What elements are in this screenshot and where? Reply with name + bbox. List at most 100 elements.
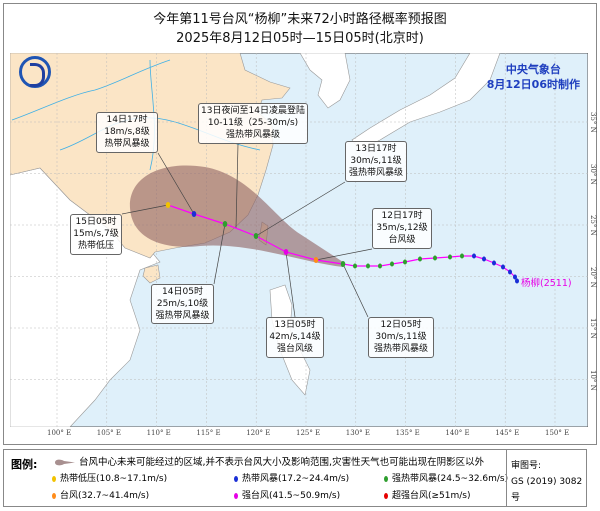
past-track-point bbox=[378, 263, 382, 269]
legend-dot-icon bbox=[234, 475, 238, 482]
agency-block: 中央气象台 8月12日06时制作 bbox=[487, 62, 580, 92]
past-track-point bbox=[513, 274, 517, 280]
forecast-level: 强台风级 bbox=[276, 344, 313, 354]
legend-dot-icon bbox=[52, 475, 56, 482]
forecast-level: 强热带风暴级 bbox=[155, 311, 210, 321]
past-track-point bbox=[418, 256, 422, 262]
forecast-wind: 35m/s,12级 bbox=[376, 223, 428, 233]
forecast-level: 热带风暴级 bbox=[104, 139, 150, 149]
cone-swatch-icon bbox=[55, 459, 75, 466]
review-label: 审图号: bbox=[511, 461, 542, 471]
legend: 图例: 台风中心未来可能经过的区域,并不表示台风大小及影响范围,灾害性天气也可能… bbox=[3, 449, 587, 507]
cma-logo bbox=[19, 56, 51, 88]
leader-line bbox=[315, 248, 373, 261]
forecast-label: 13日05时 42m/s,14级 强台风级 bbox=[266, 317, 324, 358]
past-track-point bbox=[433, 255, 437, 261]
lon-tick-label: 130° E bbox=[345, 429, 370, 437]
lon-tick-label: 125° E bbox=[296, 429, 321, 437]
leader-line bbox=[235, 143, 239, 229]
lat-tick-label: 30° N bbox=[589, 163, 597, 185]
legend-cone-text: 台风中心未来可能经过的区域,并不表示台风大小及影响范围,灾害性天气也可能出现在阴… bbox=[79, 457, 485, 468]
forecast-wind: 42m/s,14级 bbox=[269, 332, 321, 342]
forecast-time: 13日05时 bbox=[274, 320, 316, 330]
legend-item: 强台风(41.5~50.9m/s) bbox=[234, 488, 340, 501]
forecast-label: 12日05时 30m/s,11级 强热带风暴级 bbox=[368, 317, 434, 358]
forecast-label: 15日05时 15m/s,7级 热带低压 bbox=[70, 214, 122, 255]
lon-tick-label: 140° E bbox=[445, 429, 470, 437]
map-subtitle: 2025年8月12日05时—15日05时(北京时) bbox=[176, 31, 424, 46]
forecast-level: 强热带风暴级 bbox=[348, 168, 403, 178]
review-number-block: 审图号: GS (2019) 3082号 bbox=[506, 450, 586, 506]
forecast-level: 强热带风暴级 bbox=[373, 344, 428, 354]
forecast-time: 15日05时 bbox=[75, 217, 117, 227]
legend-dot-icon bbox=[384, 492, 388, 499]
issue-time: 8月12日06时制作 bbox=[486, 78, 580, 91]
agency-name: 中央气象台 bbox=[505, 63, 561, 76]
forecast-point bbox=[313, 257, 319, 263]
legend-item: 热带低压(10.8~17.1m/s) bbox=[52, 471, 167, 484]
lon-tick-label: 100° E bbox=[47, 429, 72, 437]
land-hainan bbox=[142, 264, 161, 284]
leader-line bbox=[213, 223, 226, 285]
forecast-label: 14日05时 25m/s,10级 强热带风暴级 bbox=[151, 284, 214, 324]
lat-tick-label: 15° N bbox=[589, 318, 597, 339]
forecast-point bbox=[253, 233, 259, 239]
legend-item: 热带风暴(17.2~24.4m/s) bbox=[234, 471, 349, 484]
legend-dot-icon bbox=[384, 475, 388, 482]
forecast-point bbox=[165, 202, 171, 208]
typhoon-name-label: 杨柳(2511) bbox=[521, 278, 572, 289]
lon-tick-label: 105° E bbox=[96, 429, 121, 437]
forecast-level: 台风级 bbox=[388, 235, 416, 245]
lon-tick-label: 135° E bbox=[395, 429, 420, 437]
legend-item-label: 强台风(41.5~50.9m/s) bbox=[242, 491, 341, 501]
past-track-point bbox=[472, 253, 476, 259]
label-leader-lines bbox=[121, 143, 373, 318]
forecast-wind: 25m/s,10级 bbox=[156, 299, 209, 309]
lon-tick-label: 120° E bbox=[246, 429, 271, 437]
legend-item: 台风(32.7~41.4m/s) bbox=[52, 488, 149, 501]
past-track-point bbox=[448, 254, 452, 260]
forecast-point bbox=[191, 211, 197, 217]
past-track-point bbox=[492, 260, 496, 266]
past-track-point bbox=[460, 253, 464, 259]
leader-line bbox=[121, 204, 169, 215]
forecast-point bbox=[222, 221, 228, 227]
track-points bbox=[165, 202, 519, 284]
past-track-point bbox=[508, 269, 512, 275]
landfall-label: 13日夜间至14日凌晨登陆 10-11级（25-30m/s) 强热带风暴级 bbox=[198, 103, 308, 144]
land-korea bbox=[299, 53, 351, 109]
forecast-wind: 30m/s,11级 bbox=[375, 332, 427, 342]
forecast-wind: 15m/s,7级 bbox=[73, 229, 119, 239]
lat-tick-label: 25° N bbox=[589, 215, 597, 236]
past-track-point bbox=[482, 256, 486, 262]
lon-tick-label: 150° E bbox=[545, 429, 570, 437]
lon-tick-label: 115° E bbox=[196, 429, 221, 437]
forecast-time: 13日17时 bbox=[355, 144, 397, 154]
past-track-point bbox=[366, 263, 370, 269]
forecast-time: 14日17时 bbox=[106, 115, 148, 125]
landfall-time: 13日夜间至14日凌晨登陆 bbox=[201, 106, 305, 116]
forecast-point bbox=[283, 249, 289, 255]
map-frame bbox=[3, 3, 597, 445]
legend-item-label: 台风(32.7~41.4m/s) bbox=[60, 491, 150, 501]
forecast-label: 12日17时 35m/s,12级 台风级 bbox=[372, 208, 432, 249]
legend-header: 图例: bbox=[11, 458, 38, 471]
legend-item-label: 超强台风(≥51m/s) bbox=[392, 491, 471, 501]
forecast-wind: 18m/s,8级 bbox=[104, 127, 150, 137]
legend-cone-entry: 台风中心未来可能经过的区域,并不表示台风大小及影响范围,灾害性天气也可能出现在阴… bbox=[54, 454, 484, 468]
legend-item: 超强台风(≥51m/s) bbox=[384, 488, 471, 501]
leader-line bbox=[255, 181, 346, 237]
past-track-point bbox=[403, 259, 407, 265]
past-track-point bbox=[353, 263, 357, 269]
forecast-time: 12日05时 bbox=[380, 320, 422, 330]
forecast-point bbox=[340, 261, 346, 267]
leader-line bbox=[285, 251, 296, 318]
forecast-time: 12日17时 bbox=[381, 211, 423, 221]
lat-tick-label: 35° N bbox=[589, 112, 597, 133]
legend-item-label: 热带低压(10.8~17.1m/s) bbox=[60, 474, 168, 484]
forecast-wind: 30m/s,11级 bbox=[350, 156, 402, 166]
landfall-level: 强热带风暴级 bbox=[225, 130, 280, 140]
forecast-label: 13日17时 30m/s,11级 强热带风暴级 bbox=[345, 141, 407, 182]
lon-tick-label: 110° E bbox=[146, 429, 171, 437]
